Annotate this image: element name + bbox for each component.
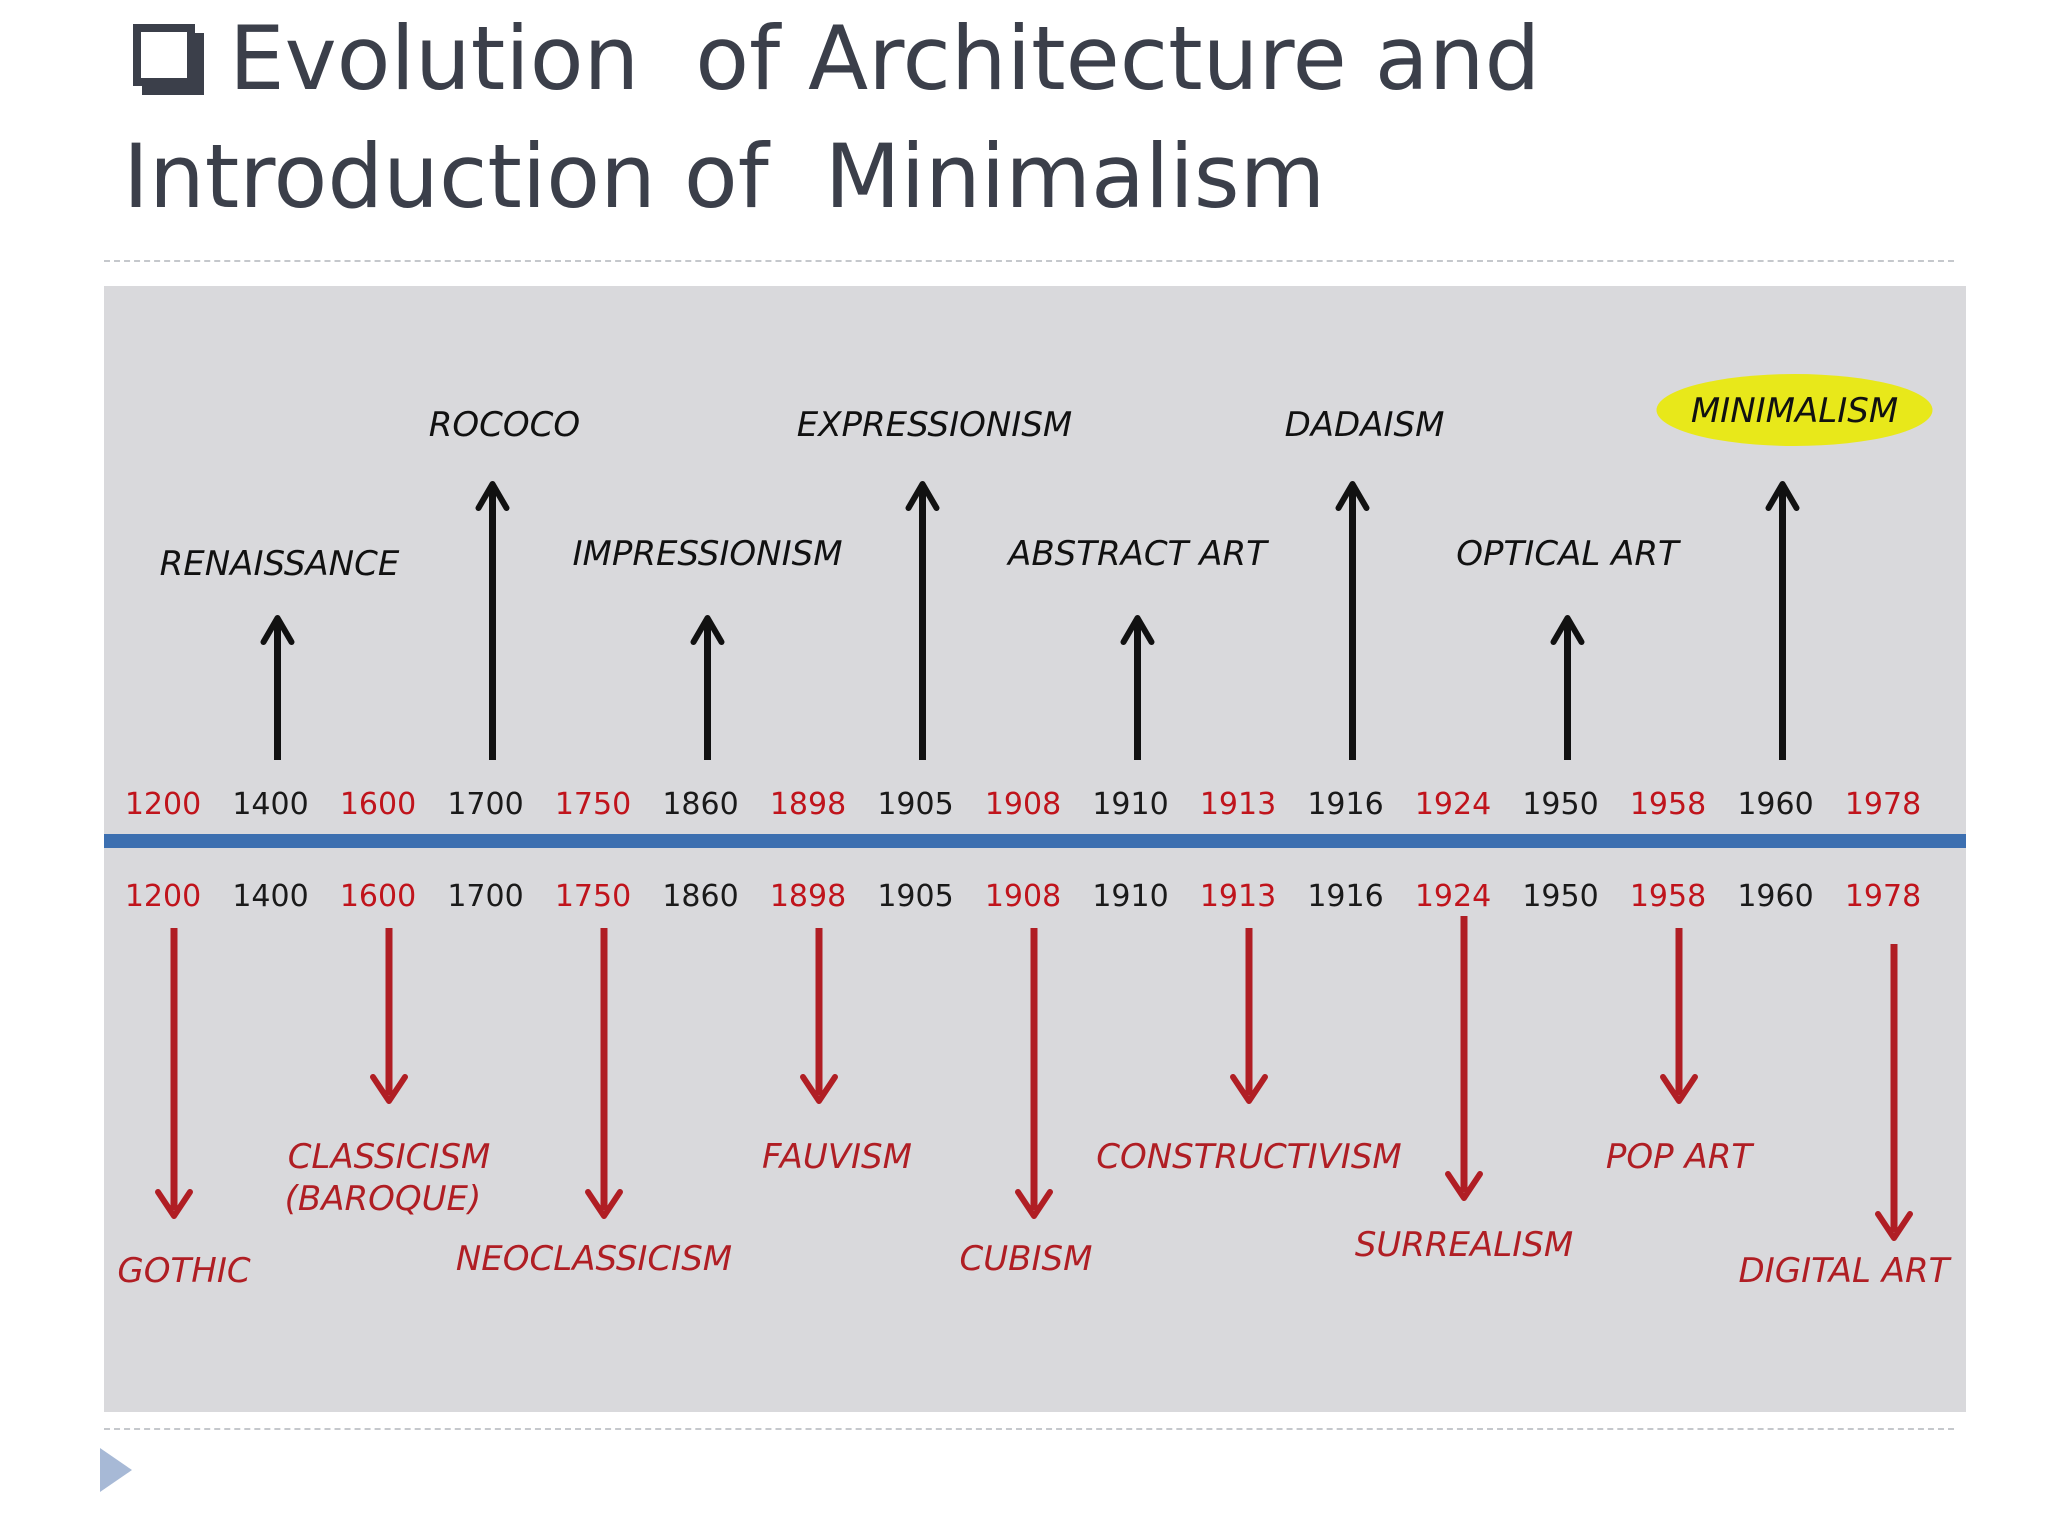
timeline-canvas: 1200 1200 1400 1400 1600 1600 1700 1700 1750 1750… — [104, 374, 1966, 1291]
arrow-up-dadaism-head — [1335, 481, 1370, 511]
title-line-2: Introduction of Minimalism — [123, 125, 1326, 228]
movement-label-gothic: GOTHIC — [117, 1251, 250, 1291]
year-label-bottom-1916: 1916 — [1307, 879, 1383, 914]
arrow-up-minimalism-head — [1765, 481, 1800, 511]
year-label-bottom-1400: 1400 — [232, 879, 308, 914]
year-label-top-1750: 1750 — [555, 787, 631, 822]
movement-label-abstract-art: ABSTRACT ART — [1006, 534, 1269, 574]
year-label-top-1908: 1908 — [985, 787, 1061, 822]
arrow-down-fauvism-head — [800, 1074, 838, 1104]
play-triangle-shape — [100, 1448, 132, 1492]
arrow-down-neoclassicism-head — [585, 1189, 623, 1219]
movement-label-impressionism: IMPRESSIONISM — [572, 534, 842, 574]
arrow-down-pop-art-head — [1660, 1074, 1698, 1104]
year-label-bottom-1950: 1950 — [1522, 879, 1598, 914]
year-label-top-1960: 1960 — [1737, 787, 1813, 822]
arrow-down-constructivism-head — [1230, 1074, 1268, 1104]
year-label-bottom-1958: 1958 — [1630, 879, 1706, 914]
arrow-down-classicism-head — [370, 1074, 408, 1104]
year-label-bottom-1908: 1908 — [985, 879, 1061, 914]
arrow-down-gothic-head — [155, 1189, 193, 1219]
year-label-top-1910: 1910 — [1092, 787, 1168, 822]
year-label-bottom-1860: 1860 — [662, 879, 738, 914]
year-label-top-1916: 1916 — [1307, 787, 1383, 822]
year-label-top-1958: 1958 — [1630, 787, 1706, 822]
year-label-top-1600: 1600 — [340, 787, 416, 822]
bottom-divider — [104, 1428, 1954, 1430]
arrow-up-abstract-art-head — [1120, 615, 1155, 645]
arrow-down-surrealism-head — [1445, 1171, 1483, 1201]
arrow-down-cubism-head — [1015, 1189, 1053, 1219]
year-label-bottom-1750: 1750 — [555, 879, 631, 914]
year-label-top-1950: 1950 — [1522, 787, 1598, 822]
movement-label-classicism: CLASSICISM — [288, 1137, 491, 1177]
timeline-diagram: 1200 1200 1400 1400 1600 1600 1700 1700 1750 1750… — [104, 286, 1966, 1412]
year-label-top-1200: 1200 — [125, 787, 201, 822]
movement-label-cubism: CUBISM — [960, 1239, 1093, 1279]
year-label-top-1700: 1700 — [447, 787, 523, 822]
year-label-bottom-1913: 1913 — [1200, 879, 1276, 914]
year-label-top-1905: 1905 — [877, 787, 953, 822]
minimalism-highlight — [1656, 374, 1933, 446]
year-label-bottom-1905: 1905 — [877, 879, 953, 914]
movement-label-constructivism: CONSTRUCTIVISM — [1096, 1137, 1402, 1177]
movement-label-expressionism: EXPRESSIONISM — [797, 405, 1073, 445]
arrow-down-digital-art-head — [1875, 1211, 1913, 1241]
year-label-top-1860: 1860 — [662, 787, 738, 822]
year-label-bottom-1700: 1700 — [447, 879, 523, 914]
movement-label-fauvism: FAUVISM — [762, 1137, 912, 1177]
year-label-bottom-1898: 1898 — [770, 879, 846, 914]
movement-label-neoclassicism: NEOCLASSICISM — [456, 1239, 732, 1279]
play-triangle-icon[interactable] — [100, 1448, 132, 1492]
year-label-top-1924: 1924 — [1415, 787, 1491, 822]
movement-label-dadaism: DADAISM — [1285, 405, 1445, 445]
year-label-bottom-1910: 1910 — [1092, 879, 1168, 914]
title-line-1: Evolution of Architecture and — [123, 0, 1923, 118]
arrow-up-optical-art-head — [1550, 615, 1585, 645]
year-label-bottom-1600: 1600 — [340, 879, 416, 914]
movement-label-minimalism: MINIMALISM — [1691, 391, 1898, 431]
year-label-top-1978: 1978 — [1845, 787, 1921, 822]
movement-label-optical-art: OPTICAL ART — [1456, 534, 1681, 574]
arrow-up-impressionism-head — [690, 615, 725, 645]
year-label-bottom-1924: 1924 — [1415, 879, 1491, 914]
arrow-up-rococo-head — [475, 481, 510, 511]
year-label-bottom-1200: 1200 — [125, 879, 201, 914]
movement-label-renaissance: RENAISSANCE — [160, 544, 400, 584]
year-label-top-1898: 1898 — [770, 787, 846, 822]
year-label-top-1400: 1400 — [232, 787, 308, 822]
title-line-1-text: Evolution of Architecture and — [229, 7, 1541, 110]
year-label-top-1913: 1913 — [1200, 787, 1276, 822]
checkbox-icon — [133, 24, 195, 86]
year-label-bottom-1978: 1978 — [1845, 879, 1921, 914]
arrow-up-expressionism-head — [905, 481, 940, 511]
movement-label-surrealism: SURREALISM — [1355, 1225, 1573, 1265]
movement-label-classicism-line2: (BAROQUE) — [285, 1179, 482, 1219]
movement-label-digital-art: DIGITAL ART — [1739, 1251, 1952, 1291]
slide-title: Evolution of Architecture and Introducti… — [123, 0, 1923, 236]
top-divider — [104, 260, 1954, 262]
arrow-up-renaissance-head — [260, 615, 295, 645]
year-label-bottom-1960: 1960 — [1737, 879, 1813, 914]
timeline-bar — [104, 834, 1966, 848]
movement-label-pop-art: POP ART — [1606, 1137, 1754, 1177]
movement-label-rococo: ROCOCO — [429, 405, 580, 445]
